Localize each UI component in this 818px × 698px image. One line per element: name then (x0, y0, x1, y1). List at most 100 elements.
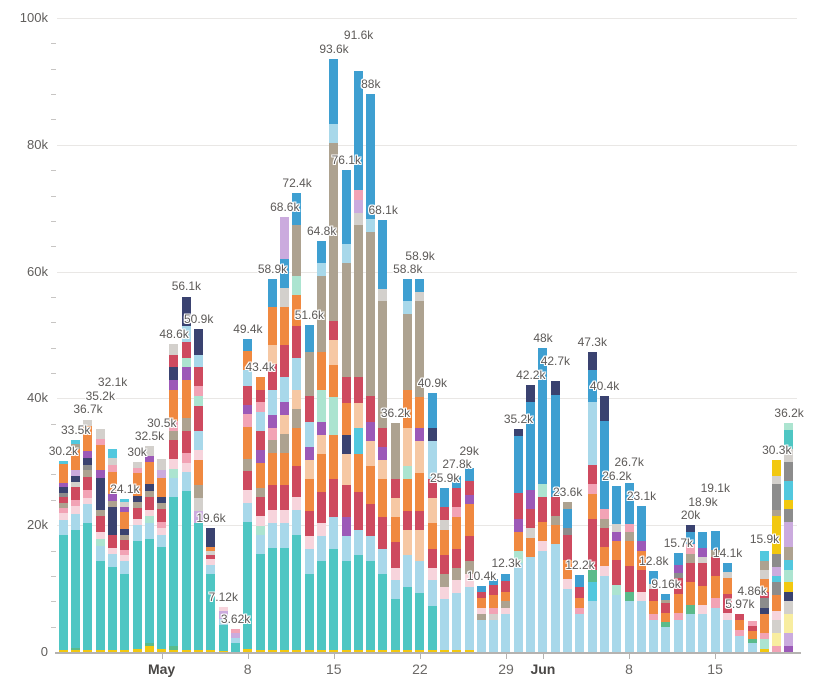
bar-segment[interactable] (403, 428, 413, 467)
bar-segment[interactable] (206, 650, 216, 652)
bar-segment[interactable] (464, 561, 474, 575)
bar-segment[interactable] (107, 506, 117, 536)
bar-segment[interactable] (403, 390, 413, 429)
bar-segment[interactable] (759, 551, 769, 561)
bar-segment[interactable] (673, 612, 683, 621)
bar-segment[interactable] (58, 535, 68, 650)
bar-segment[interactable] (501, 601, 511, 608)
bar-segment[interactable] (107, 472, 117, 495)
bar-segment[interactable] (280, 484, 289, 511)
bar-segment[interactable] (415, 301, 425, 397)
bar-segment[interactable] (120, 511, 130, 530)
bar-segment[interactable] (316, 561, 326, 651)
bar-segment[interactable] (132, 461, 142, 469)
bar-segment[interactable] (218, 625, 228, 651)
bar-segment[interactable] (353, 529, 363, 556)
bar-segment[interactable] (353, 428, 363, 454)
bar-segment[interactable] (587, 484, 597, 494)
bar-segment[interactable] (759, 607, 769, 615)
bar[interactable] (686, 525, 695, 652)
bar-segment[interactable] (390, 580, 400, 600)
bar-segment[interactable] (636, 569, 646, 592)
bar-segment[interactable] (267, 414, 277, 428)
bar-segment[interactable] (329, 434, 339, 480)
bar-segment[interactable] (58, 503, 68, 509)
bar-segment[interactable] (243, 338, 253, 351)
bar-segment[interactable] (169, 646, 179, 650)
bar-segment[interactable] (95, 561, 105, 651)
bar-segment[interactable] (562, 502, 572, 510)
bar-segment[interactable] (612, 523, 622, 532)
bar-segment[interactable] (489, 595, 499, 608)
bar[interactable] (722, 562, 732, 652)
bar-segment[interactable] (427, 523, 437, 549)
bar-segment[interactable] (280, 510, 289, 523)
bar-segment[interactable] (784, 633, 794, 646)
bar-segment[interactable] (390, 497, 400, 517)
bar-segment[interactable] (169, 354, 179, 368)
bar-segment[interactable] (366, 94, 376, 219)
bar-segment[interactable] (353, 555, 363, 651)
bar-segment[interactable] (378, 548, 388, 575)
bar-segment[interactable] (181, 472, 191, 491)
bar-segment[interactable] (58, 649, 68, 652)
bar-segment[interactable] (255, 525, 265, 536)
bar-segment[interactable] (624, 601, 634, 652)
bar-segment[interactable] (255, 535, 265, 555)
bar-segment[interactable] (316, 523, 326, 536)
bar[interactable] (501, 574, 511, 652)
bar-segment[interactable] (722, 593, 732, 613)
bar-segment[interactable] (575, 614, 585, 652)
bar-segment[interactable] (686, 553, 695, 564)
bar-segment[interactable] (784, 461, 794, 481)
bar-segment[interactable] (304, 396, 314, 422)
bar-segment[interactable] (759, 614, 769, 634)
bar[interactable] (120, 499, 130, 652)
bar-segment[interactable] (772, 484, 782, 510)
bar-segment[interactable] (452, 580, 462, 594)
bar-segment[interactable] (243, 522, 253, 649)
bar-segment[interactable] (489, 620, 499, 652)
bar-segment[interactable] (587, 352, 597, 370)
bar-segment[interactable] (132, 525, 142, 542)
bar-segment[interactable] (169, 649, 179, 652)
bar-segment[interactable] (427, 392, 437, 429)
bar-segment[interactable] (292, 649, 302, 652)
bar-segment[interactable] (784, 480, 794, 500)
bar-segment[interactable] (747, 621, 757, 627)
bar-segment[interactable] (686, 544, 695, 554)
bar-segment[interactable] (366, 466, 376, 505)
bar-segment[interactable] (107, 649, 117, 652)
bar-segment[interactable] (562, 509, 572, 529)
bar-segment[interactable] (649, 583, 659, 589)
bar-segment[interactable] (95, 539, 105, 546)
bar-segment[interactable] (341, 434, 351, 454)
bar-segment[interactable] (673, 577, 683, 594)
bar-segment[interactable] (587, 369, 597, 402)
bar-segment[interactable] (107, 535, 117, 549)
bar[interactable] (267, 278, 277, 652)
bar-segment[interactable] (120, 574, 130, 651)
bar-segment[interactable] (378, 220, 388, 289)
bar[interactable] (476, 586, 486, 652)
bar-segment[interactable] (673, 552, 683, 566)
bar-segment[interactable] (243, 458, 253, 472)
bar-segment[interactable] (169, 421, 179, 431)
bar-segment[interactable] (427, 548, 437, 568)
bar-segment[interactable] (353, 199, 363, 213)
bar-segment[interactable] (206, 527, 216, 547)
bar-segment[interactable] (157, 477, 167, 497)
bar-segment[interactable] (772, 553, 782, 567)
bar[interactable] (550, 381, 560, 652)
bar-segment[interactable] (280, 217, 289, 259)
bar[interactable] (403, 279, 413, 652)
bar-segment[interactable] (686, 525, 695, 532)
bar-segment[interactable] (71, 500, 80, 507)
bar[interactable] (390, 422, 400, 652)
bar-segment[interactable] (316, 390, 326, 422)
bar-segment[interactable] (464, 480, 474, 495)
bar-segment[interactable] (230, 642, 240, 652)
bar-segment[interactable] (587, 582, 597, 602)
bar-segment[interactable] (661, 612, 671, 623)
bar-segment[interactable] (120, 506, 130, 512)
